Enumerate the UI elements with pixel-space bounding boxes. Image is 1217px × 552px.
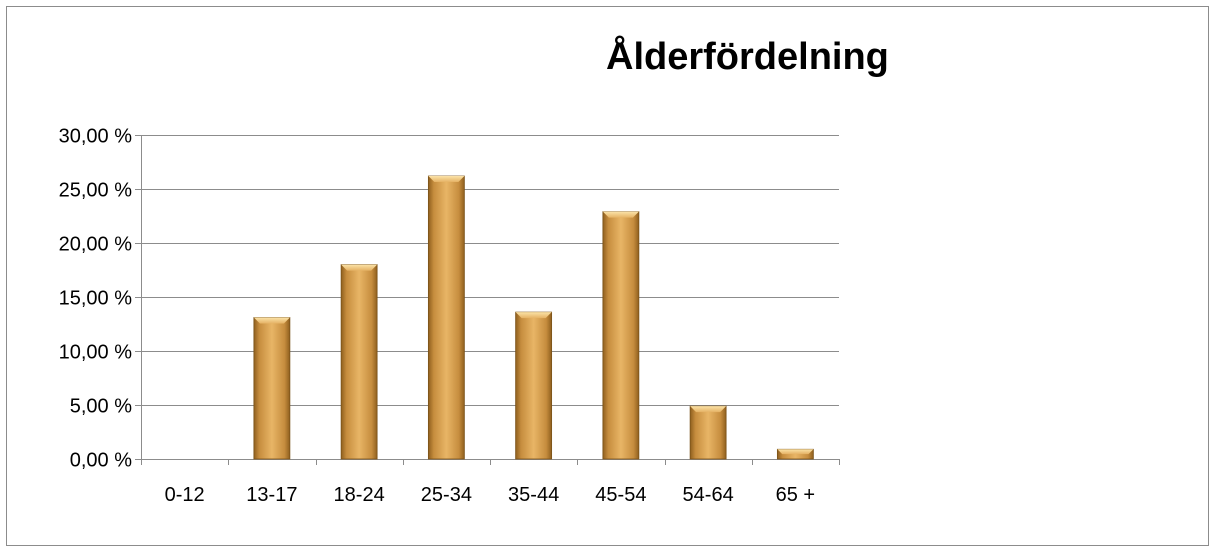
x-tick-label: 18-24 — [334, 484, 385, 506]
bar — [689, 405, 727, 460]
bar — [340, 264, 378, 460]
x-tick-label: 25-34 — [421, 484, 472, 506]
x-tick-label: 13-17 — [246, 484, 297, 506]
y-tick-labels: 0,00 % 5,00 % 10,00 % 15,00 % 20,00 % 25,00 %… — [59, 126, 133, 472]
y-tick-label: 20,00 % — [59, 234, 133, 256]
y-tick-label: 25,00 % — [59, 180, 133, 202]
bars — [253, 175, 814, 460]
bar — [253, 317, 291, 460]
y-tick-label: 0,00 % — [70, 450, 132, 472]
y-tick-label: 30,00 % — [59, 126, 133, 148]
axes — [135, 135, 840, 465]
x-tick-label: 0-12 — [165, 484, 205, 506]
y-tick-label: 10,00 % — [59, 342, 133, 364]
bar — [427, 175, 465, 460]
bar — [515, 311, 553, 460]
y-tick-label: 15,00 % — [59, 288, 133, 310]
bar — [602, 211, 640, 460]
chart-title: Ålderfördelning — [606, 36, 889, 78]
x-tick-label: 65 + — [776, 484, 815, 506]
bar — [776, 448, 814, 460]
x-tick-label: 45-54 — [595, 484, 646, 506]
x-tick-label: 35-44 — [508, 484, 559, 506]
x-tick-label: 54-64 — [683, 484, 734, 506]
x-tick-labels: 0-12 13-17 18-24 25-34 35-44 45-54 54-64 65 + — [165, 484, 816, 506]
grid-lines — [141, 135, 839, 406]
y-tick-label: 5,00 % — [70, 396, 132, 418]
